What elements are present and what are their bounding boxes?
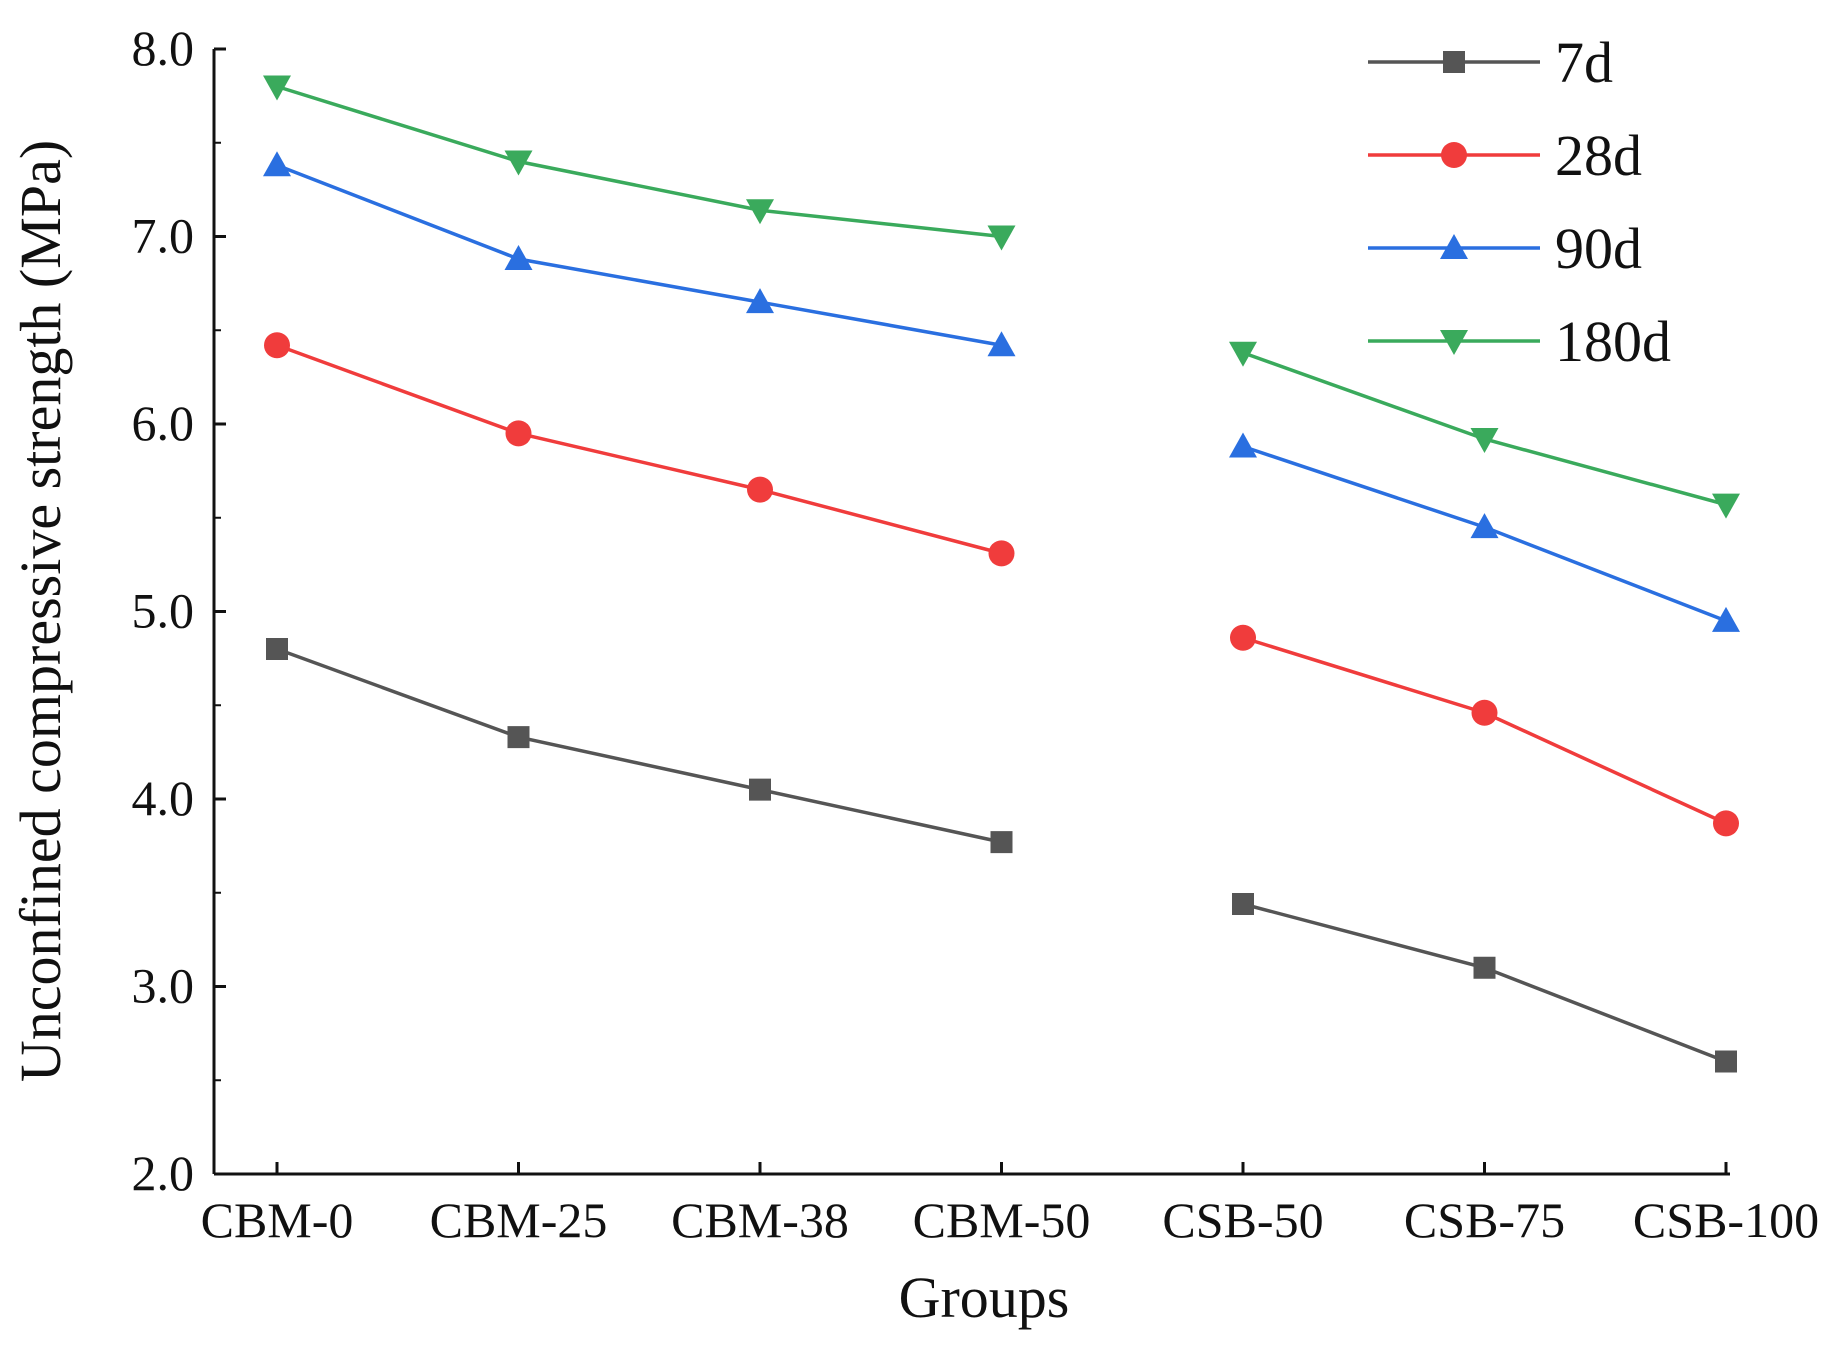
data-point-180d: [987, 225, 1016, 251]
y-tick-label: 8.0: [132, 20, 195, 76]
series-layer: [263, 75, 1740, 1073]
x-tick-label: CSB-50: [1162, 1192, 1323, 1248]
x-tick-label: CBM-0: [201, 1192, 354, 1248]
data-point-7d: [507, 726, 530, 749]
x-tick-label: CSB-75: [1404, 1192, 1565, 1248]
data-point-90d: [1712, 606, 1740, 632]
y-tick-label: 2.0: [132, 1145, 195, 1201]
data-point-90d: [1229, 432, 1257, 458]
legend-label-7d: 7d: [1555, 30, 1613, 95]
series-7d: [266, 638, 1737, 1073]
data-point-7d: [1232, 893, 1254, 915]
series-line-7d: [1242, 902, 1727, 1064]
data-point-180d: [1229, 341, 1257, 367]
data-point-28d: [505, 420, 532, 447]
series-28d: [264, 332, 1739, 837]
x-tick-label: CSB-100: [1633, 1192, 1819, 1248]
data-point-7d: [749, 778, 771, 801]
legend-marker-7d: [1443, 51, 1465, 73]
legend: 7d 28d 90d 180d: [1368, 30, 1671, 374]
series-line-180d: [276, 84, 1002, 239]
y-tick-label: 6.0: [132, 395, 195, 451]
y-ticks: 2.0 3.0 4.0 5.0 6.0 7.0 8.0: [132, 20, 226, 1201]
x-ticks: CBM-0 CBM-25 CBM-38 CBM-50 CSB-50 CSB-75 CSB-1…: [201, 1162, 1819, 1248]
data-point-7d: [1473, 956, 1496, 979]
y-tick-label: 5.0: [132, 583, 195, 639]
y-tick-label: 3.0: [132, 958, 195, 1014]
legend-label-28d: 28d: [1555, 123, 1642, 188]
data-point-180d: [263, 75, 291, 101]
data-point-90d: [1470, 513, 1499, 539]
legend-label-180d: 180d: [1555, 309, 1671, 374]
x-axis-title: Groups: [899, 1265, 1070, 1330]
data-point-28d: [988, 540, 1015, 567]
legend-marker-90d: [1440, 234, 1468, 259]
series-line-28d: [1242, 636, 1727, 825]
series-line-90d: [276, 163, 1002, 347]
series-90d: [263, 151, 1740, 632]
y-tick-label: 4.0: [132, 770, 195, 826]
data-point-90d: [746, 288, 774, 314]
data-point-90d: [504, 245, 533, 270]
data-point-180d: [504, 150, 533, 176]
data-point-180d: [1470, 428, 1499, 453]
data-point-180d: [746, 199, 774, 225]
legend-marker-180d: [1440, 330, 1468, 355]
x-tick-label: CBM-50: [913, 1192, 1091, 1248]
data-point-180d: [1712, 493, 1740, 519]
data-point-7d: [266, 638, 288, 660]
data-point-7d: [990, 831, 1013, 854]
data-point-90d: [987, 331, 1016, 357]
x-tick-label: CBM-38: [671, 1192, 849, 1248]
data-point-28d: [264, 332, 290, 359]
series-180d: [263, 75, 1740, 519]
series-line-7d: [276, 647, 1002, 844]
data-point-90d: [263, 151, 291, 177]
y-axis-title: Unconfined compressive strength (MPa): [8, 140, 73, 1082]
y-tick-label: 7.0: [132, 208, 195, 264]
x-tick-label: CBM-25: [430, 1192, 608, 1248]
legend-marker-28d: [1441, 142, 1467, 168]
legend-label-90d: 90d: [1555, 216, 1642, 281]
data-point-28d: [1713, 810, 1739, 837]
data-point-28d: [747, 476, 773, 503]
axes: [212, 49, 1730, 1176]
data-point-28d: [1471, 699, 1498, 726]
data-point-28d: [1230, 624, 1256, 651]
series-line-28d: [276, 343, 1002, 556]
data-point-7d: [1715, 1050, 1737, 1073]
